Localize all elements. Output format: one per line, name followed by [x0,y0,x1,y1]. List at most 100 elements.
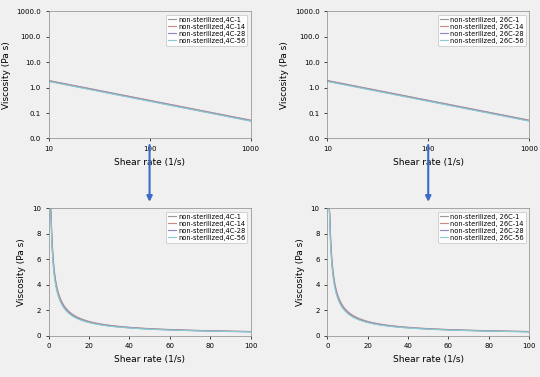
Line: non-sterilized,4C-14: non-sterilized,4C-14 [50,208,251,332]
non-sterilized, 26C-1 [526,118,532,123]
non-sterilized, 26C-56 [471,329,477,333]
non-sterilized, 26C-56 [470,328,476,333]
non-sterilized, 26C-14 [526,329,532,334]
non-sterilized,4C-1 [125,94,132,98]
non-sterilized,4C-1 [46,206,53,211]
non-sterilized,4C-14 [71,313,77,318]
non-sterilized, 26C-1 [451,103,457,108]
non-sterilized, 26C-14 [390,91,396,96]
non-sterilized, 26C-28 [526,329,532,334]
X-axis label: Shear rate (1/s): Shear rate (1/s) [393,158,464,167]
non-sterilized, 26C-14 [471,107,477,112]
non-sterilized, 26C-1 [526,329,532,334]
Line: non-sterilized,4C-28: non-sterilized,4C-28 [49,81,251,121]
non-sterilized,4C-1 [111,91,118,96]
X-axis label: Shear rate (1/s): Shear rate (1/s) [114,158,185,167]
non-sterilized, 26C-14 [324,78,330,83]
non-sterilized,4C-14 [111,91,118,96]
non-sterilized,4C-14 [192,328,199,333]
non-sterilized,4C-14 [112,324,118,328]
Legend: non-sterilized,4C-1, non-sterilized,4C-14, non-sterilized,4C-28, non-sterilized,: non-sterilized,4C-1, non-sterilized,4C-1… [166,212,247,243]
non-sterilized, 26C-28 [390,324,397,329]
non-sterilized, 26C-14 [471,328,477,333]
non-sterilized,4C-1 [71,313,77,317]
non-sterilized,4C-56 [191,108,198,112]
non-sterilized,4C-56 [247,119,254,123]
non-sterilized,4C-56 [172,104,179,109]
non-sterilized,4C-28 [112,324,118,329]
Legend: non-sterilized, 26C-1, non-sterilized, 26C-14, non-sterilized, 26C-28, non-steri: non-sterilized, 26C-1, non-sterilized, 2… [438,212,526,243]
non-sterilized, 26C-28 [526,118,532,123]
non-sterilized,4C-28 [172,104,179,108]
non-sterilized,4C-14 [247,329,254,334]
Line: non-sterilized,4C-28: non-sterilized,4C-28 [50,208,251,332]
non-sterilized,4C-56 [191,328,198,333]
non-sterilized, 26C-1 [348,83,355,87]
non-sterilized,4C-14 [173,328,179,332]
non-sterilized, 26C-14 [349,313,356,318]
non-sterilized,4C-56 [173,328,179,333]
non-sterilized,4C-28 [125,95,132,99]
Y-axis label: Viscosity (Pa s): Viscosity (Pa s) [17,238,26,306]
non-sterilized, 26C-28 [471,108,477,112]
non-sterilized,4C-1 [191,328,198,333]
Line: non-sterilized, 26C-14: non-sterilized, 26C-14 [328,208,529,332]
non-sterilized, 26C-1 [471,107,477,112]
non-sterilized,4C-56 [192,108,199,113]
non-sterilized,4C-28 [71,314,77,319]
non-sterilized, 26C-1 [324,78,330,83]
non-sterilized, 26C-56 [404,326,411,330]
non-sterilized,4C-56 [71,315,77,319]
non-sterilized,4C-56 [125,95,132,100]
non-sterilized,4C-28 [173,328,179,333]
non-sterilized, 26C-14 [404,325,411,330]
non-sterilized, 26C-56 [526,329,532,334]
non-sterilized,4C-56 [111,92,118,97]
non-sterilized, 26C-56 [348,84,355,89]
non-sterilized, 26C-28 [471,328,477,333]
X-axis label: Shear rate (1/s): Shear rate (1/s) [393,355,464,364]
non-sterilized, 26C-14 [325,206,332,211]
non-sterilized,4C-1 [192,107,199,112]
non-sterilized, 26C-1 [404,94,410,98]
non-sterilized,4C-28 [191,328,198,333]
non-sterilized, 26C-1 [390,91,396,96]
non-sterilized,4C-1 [173,328,179,332]
Y-axis label: Viscosity (Pa s): Viscosity (Pa s) [280,41,289,109]
non-sterilized,4C-1 [191,107,198,111]
non-sterilized, 26C-28 [325,206,332,211]
non-sterilized,4C-14 [46,206,53,211]
non-sterilized, 26C-28 [324,79,330,83]
non-sterilized,4C-28 [192,328,199,333]
non-sterilized, 26C-1 [404,325,411,329]
non-sterilized, 26C-56 [451,328,458,333]
Line: non-sterilized, 26C-56: non-sterilized, 26C-56 [327,81,529,121]
non-sterilized,4C-28 [247,329,254,334]
non-sterilized,4C-56 [45,79,52,84]
non-sterilized,4C-28 [191,107,198,112]
non-sterilized,4C-28 [192,108,199,112]
non-sterilized, 26C-56 [470,108,476,112]
Y-axis label: Viscosity (Pa s): Viscosity (Pa s) [296,238,305,306]
non-sterilized,4C-1 [126,325,132,329]
non-sterilized,4C-14 [45,78,52,83]
non-sterilized, 26C-56 [324,79,330,84]
non-sterilized, 26C-1 [390,324,397,328]
non-sterilized, 26C-1 [451,328,458,332]
non-sterilized,4C-1 [45,78,52,83]
non-sterilized,4C-14 [192,107,199,112]
non-sterilized, 26C-14 [470,107,476,112]
non-sterilized, 26C-56 [471,108,477,113]
non-sterilized,4C-14 [247,118,254,123]
non-sterilized,4C-28 [46,206,53,211]
Line: non-sterilized,4C-56: non-sterilized,4C-56 [49,81,251,121]
non-sterilized,4C-1 [172,103,179,108]
non-sterilized, 26C-14 [470,328,476,333]
non-sterilized, 26C-28 [349,314,356,319]
non-sterilized, 26C-56 [349,315,356,319]
non-sterilized,4C-28 [126,325,132,330]
non-sterilized,4C-56 [46,206,53,211]
non-sterilized,4C-14 [172,103,179,108]
Line: non-sterilized, 26C-1: non-sterilized, 26C-1 [327,80,529,120]
non-sterilized, 26C-1 [470,328,476,333]
